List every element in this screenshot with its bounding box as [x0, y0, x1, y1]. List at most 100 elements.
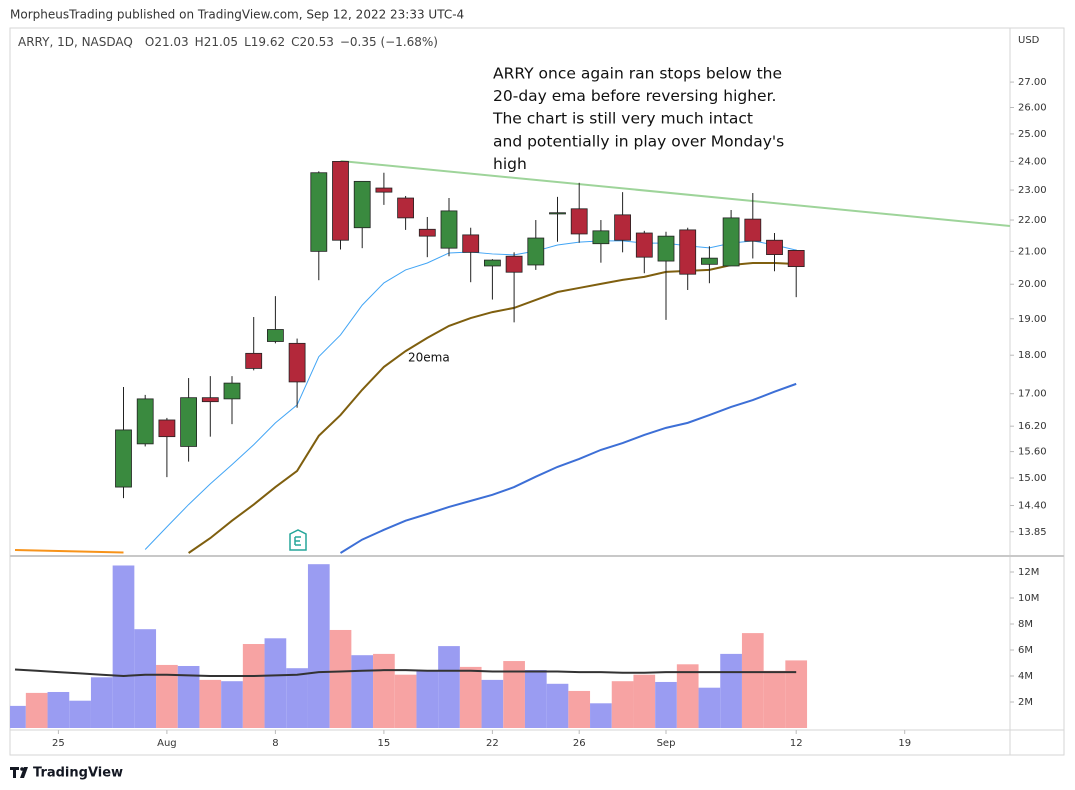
candle-body — [527, 237, 545, 266]
candle-body — [701, 257, 718, 265]
volume-bar — [481, 679, 504, 728]
price-tick-label: 14.40 — [1018, 501, 1047, 512]
legend-symbol: ARRY, 1D, NASDAQ — [18, 35, 133, 49]
ema-label: 20ema — [408, 351, 450, 365]
price-tick-label: 22.00 — [1018, 215, 1047, 226]
volume-bar — [373, 653, 395, 728]
price-tick-label: 27.00 — [1018, 77, 1047, 88]
axes: 13.85 14.40 15.00 15.60 16.20 17.00 18.00 19.00… — [52, 77, 1047, 749]
time-tick-label: Sep — [657, 738, 676, 749]
volume-bar — [676, 664, 699, 728]
price-tick-label: 23.00 — [1018, 185, 1047, 196]
annotation-line: and potentially in play over Monday's — [493, 132, 784, 150]
volume-bar — [47, 691, 70, 728]
volume-bar — [416, 670, 439, 728]
candle-body — [766, 239, 783, 255]
candle-body — [722, 217, 740, 267]
candle-body — [266, 329, 284, 342]
volume-bar — [307, 564, 330, 728]
volume-bar — [69, 700, 91, 728]
volume-bar — [438, 646, 460, 728]
candle-body — [332, 161, 349, 241]
candle-body — [440, 210, 458, 249]
volume-bar — [242, 644, 265, 728]
volume-bar — [741, 633, 764, 728]
publisher: MorpheusTrading published on TradingView… — [10, 8, 464, 22]
annotation-line: The chart is still very much intact — [492, 110, 753, 128]
brand-name: TradingView — [33, 766, 123, 781]
price-tick-label: 16.20 — [1018, 421, 1047, 432]
price-tick-label: 20.00 — [1018, 279, 1047, 290]
price-tick-label: 25.00 — [1018, 129, 1047, 140]
candle-body — [288, 342, 306, 383]
candle-body — [397, 197, 415, 219]
legend: ARRY, 1D, NASDAQ O21.03 H21.05 L19.62 C20.53… — [18, 35, 438, 49]
volume-bar — [763, 670, 786, 728]
volume-bar — [503, 661, 525, 728]
legend-field-label: H — [195, 35, 204, 49]
volume-bar — [590, 703, 612, 728]
volume-bar — [134, 629, 157, 728]
time-tick-label: 22 — [486, 738, 499, 749]
volume-bar — [785, 660, 808, 728]
price-tick-label: 18.00 — [1018, 350, 1047, 361]
volume-bar — [199, 679, 222, 728]
volume-bar — [568, 690, 591, 728]
candle-body — [245, 352, 263, 369]
price-tick-label: 13.85 — [1018, 527, 1047, 538]
volume-ma — [14, 668, 797, 677]
legend-field-value: 19.62 — [251, 35, 285, 49]
legend-change: −0.35 (−1.68%) — [340, 35, 438, 49]
volume-tick-label: 10M — [1018, 593, 1039, 604]
candle-body — [180, 397, 198, 447]
candle-body — [679, 229, 697, 275]
candle-body — [201, 397, 219, 403]
candle-body — [418, 228, 436, 237]
volume-bar — [10, 705, 26, 728]
legend-field-value: 21.05 — [204, 35, 238, 49]
candle-body — [310, 172, 328, 252]
volume-bar — [459, 666, 482, 728]
brand-logo — [10, 767, 28, 778]
candle-body — [462, 234, 480, 253]
time-tick-label: 25 — [52, 738, 65, 749]
candle-body — [592, 230, 610, 245]
trendline — [340, 160, 1010, 227]
candle-body — [483, 259, 501, 267]
legend-field-label: O — [145, 35, 154, 49]
candle-body — [787, 250, 805, 268]
legend-field-label: L — [244, 35, 251, 49]
candle-body — [115, 429, 132, 488]
volume-tick-label: 6M — [1018, 645, 1033, 656]
volume-bar — [329, 629, 352, 728]
volume-bar — [264, 638, 287, 728]
volume-bar — [546, 683, 569, 728]
annotation-line: high — [493, 155, 527, 173]
time-tick-label: 26 — [573, 738, 586, 749]
ema-line — [339, 382, 797, 554]
candle-body — [353, 180, 371, 229]
frame — [9, 27, 1065, 756]
volume-tick-label: 12M — [1018, 567, 1039, 578]
volume-bar — [25, 692, 48, 728]
price-tick-label: 17.00 — [1018, 389, 1047, 400]
candle-body — [614, 214, 631, 241]
volume-bar — [720, 653, 742, 728]
annotations: ARRY once again ran stops below the 20-da… — [408, 65, 784, 365]
legend-field-value: 21.03 — [154, 35, 188, 49]
volume-bar — [698, 687, 721, 728]
volume-bar — [524, 670, 547, 728]
annotation-line: ARRY once again ran stops below the — [493, 65, 782, 83]
candle-body — [549, 212, 566, 215]
candle-body — [744, 218, 762, 242]
price-tick-label: 24.00 — [1018, 156, 1047, 167]
volume-bar — [286, 668, 308, 728]
volume-bar — [112, 565, 135, 728]
ema-line — [14, 548, 124, 554]
volume-tick-label: 8M — [1018, 619, 1033, 630]
price-tick-label: 15.00 — [1018, 473, 1047, 484]
volume-pane — [10, 564, 808, 728]
time-tick-label: Aug — [157, 738, 177, 749]
